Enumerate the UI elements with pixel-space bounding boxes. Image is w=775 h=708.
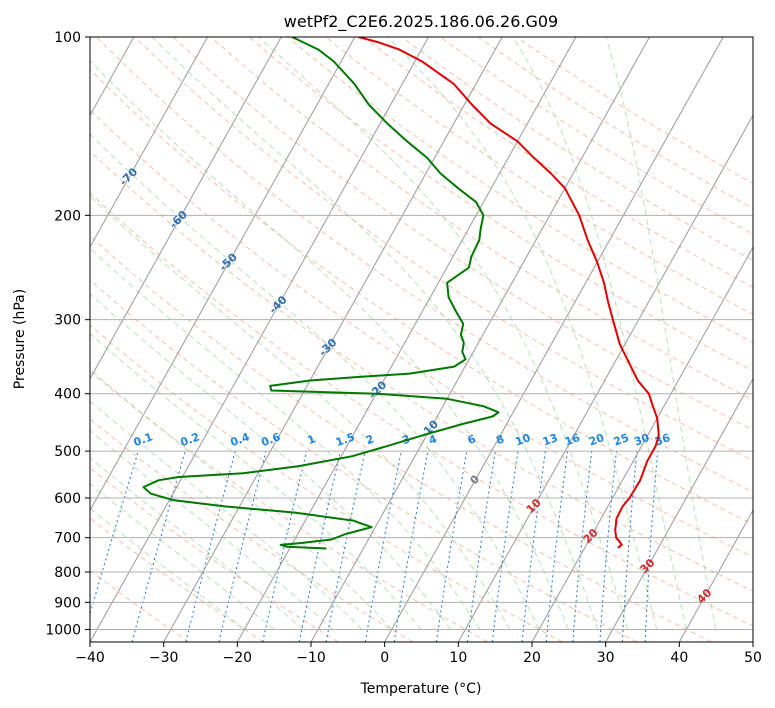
x-tick-label: −30	[149, 650, 179, 666]
isotherm-line	[90, 37, 356, 512]
x-tick-label: −10	[296, 650, 326, 666]
mixing-ratio-line	[131, 450, 186, 642]
y-tick-label: 300	[54, 313, 81, 329]
plot-frame	[89, 36, 754, 643]
moist-adiabat	[90, 133, 540, 630]
x-tick-label: 40	[670, 650, 688, 666]
mixing-ratio-line	[325, 450, 366, 642]
dry-adiabat	[90, 370, 488, 642]
isotherm-line	[236, 37, 577, 642]
moist-adiabat	[90, 247, 481, 630]
y-tick-label: 400	[54, 387, 81, 403]
moist-adiabat	[90, 507, 245, 630]
dry-adiabat	[90, 192, 753, 627]
isotherm-line	[457, 114, 753, 642]
moist-adiabat	[90, 483, 275, 630]
y-tick-label: 900	[54, 595, 81, 611]
y-tick-label: 1000	[45, 622, 81, 638]
chart-title: wetPf2_C2E6.2025.186.06.26.G09	[284, 12, 558, 32]
plot-background	[90, 37, 753, 642]
mixing-ratio-label: 13	[541, 431, 560, 448]
mixing-ratio-line	[298, 450, 341, 642]
moist-adiabat	[258, 37, 628, 630]
x-tick-label: 10	[449, 650, 467, 666]
temperature-profile-line	[358, 37, 660, 549]
dry-adiabat	[210, 37, 753, 401]
dry-adiabat	[90, 569, 190, 642]
dry-adiabat	[90, 418, 414, 642]
isotherm-line	[531, 246, 753, 642]
x-tick-label: 30	[597, 650, 615, 666]
x-axis: −40 −30 −20 −10 0 10 20 30 40 50	[75, 642, 762, 666]
y-axis-label: Pressure (hPa)	[12, 289, 28, 389]
y-tick-label: 600	[54, 491, 81, 507]
mixing-ratio-label: 20	[587, 431, 606, 449]
x-axis-label: Temperature (°C)	[360, 681, 482, 697]
mixing-ratio-line	[90, 450, 139, 616]
y-tick-label: 800	[54, 565, 81, 581]
mixing-ratio-label: 0.2	[179, 430, 202, 449]
mixing-ratio-label: 4	[427, 432, 439, 447]
dry-adiabat	[362, 37, 753, 288]
dry-adiabat	[95, 37, 753, 493]
x-tick-label: −20	[223, 650, 253, 666]
dry-adiabat	[90, 150, 753, 592]
mixing-ratio-label: 8	[494, 432, 506, 447]
dewpoint-profile-line	[142, 37, 500, 550]
mixing-ratio-label: 1.5	[334, 430, 357, 449]
moist-adiabat	[605, 37, 717, 630]
mixing-ratio-line	[364, 450, 402, 642]
isotherm-line	[90, 37, 430, 642]
isotherm-line	[678, 509, 753, 642]
moist-adiabat	[90, 400, 363, 630]
moist-adiabat	[512, 37, 687, 630]
mixing-ratio-label: 0.4	[229, 430, 252, 449]
moist-adiabat	[90, 368, 393, 630]
y-axis: 100 200 300 400 500 600 700 800 900 1000	[45, 30, 90, 638]
mixing-ratio-labels: 0.1 0.2 0.4 0.6 1 1.5 2 3 4 6 8 10 13 16 20 25 30 36	[132, 430, 672, 449]
dry-adiabat	[134, 37, 753, 462]
x-tick-label: 0	[380, 650, 389, 666]
y-tick-label: 700	[54, 531, 81, 547]
series-layer	[142, 37, 660, 550]
dry-adiabat	[90, 68, 753, 525]
y-tick-label: 500	[54, 444, 81, 460]
mixing-ratio-label: 30	[632, 431, 651, 449]
x-tick-label: −40	[75, 650, 105, 666]
mixing-ratio-label: 0.6	[259, 430, 282, 449]
moist-adiabat	[90, 429, 334, 630]
mixing-ratio-label: 2	[364, 432, 376, 447]
isotherm-line	[90, 37, 209, 249]
isotherm-line	[384, 37, 724, 642]
moist-adiabat	[90, 293, 451, 630]
x-tick-label: 50	[744, 650, 762, 666]
mixing-ratio-line	[262, 450, 308, 642]
y-tick-label: 200	[54, 208, 81, 224]
mixing-ratio-label: 25	[612, 431, 631, 448]
isotherm-line	[90, 37, 282, 380]
isotherm-line	[163, 37, 503, 642]
y-tick-label: 100	[54, 30, 81, 46]
moist-adiabat	[90, 59, 569, 630]
mixing-ratio-label: 16	[563, 431, 582, 449]
isotherm-line	[605, 377, 753, 642]
dry-adiabat	[286, 37, 753, 343]
x-tick-label: 20	[523, 650, 541, 666]
mixing-ratio-label: 6	[466, 432, 478, 447]
dry-adiabat	[90, 517, 264, 642]
mixing-ratio-label: 1	[306, 432, 318, 447]
moist-adiabat	[152, 37, 599, 630]
mixing-ratio-line	[185, 450, 236, 642]
isotherm-line	[310, 37, 651, 642]
dry-adiabat	[90, 235, 712, 642]
mixing-ratio-line	[218, 450, 267, 642]
mixing-ratio-label: 0.1	[132, 430, 155, 449]
mixing-ratio-label: 10	[513, 431, 532, 449]
dry-adiabat	[90, 324, 563, 642]
moist-adiabat	[387, 37, 658, 630]
grid-lines	[90, 37, 753, 642]
